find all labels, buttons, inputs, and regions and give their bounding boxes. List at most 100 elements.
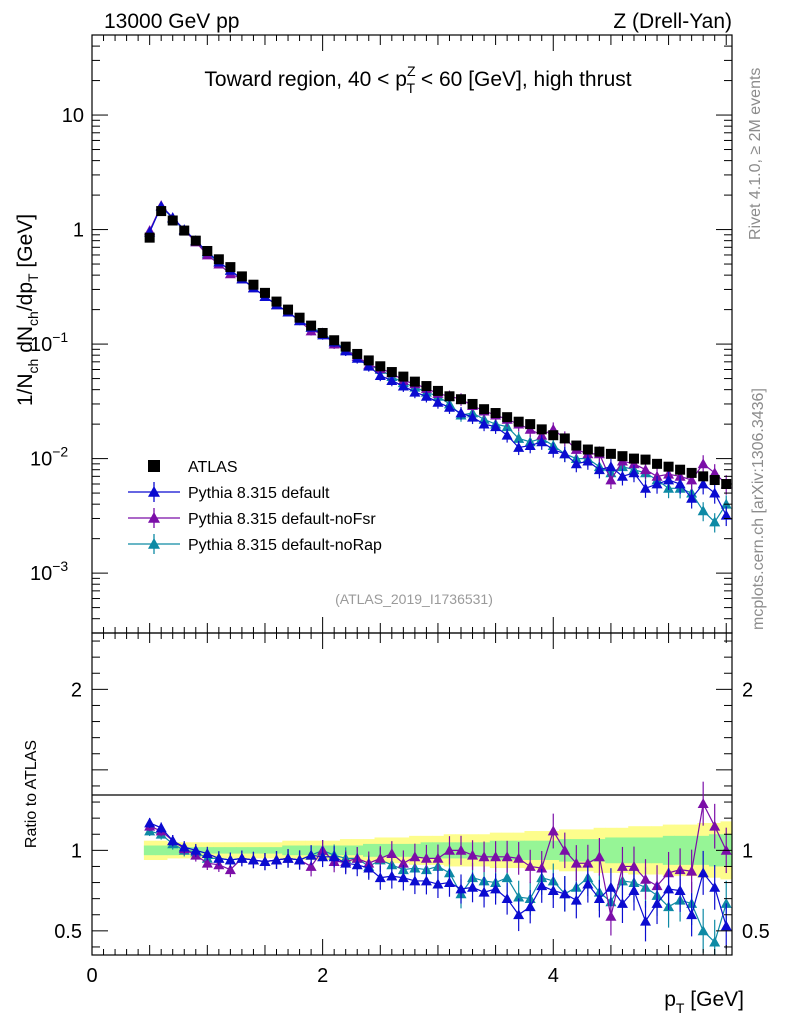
data-point-default [674, 478, 686, 489]
band-inner [662, 835, 675, 865]
data-point-atlas [363, 355, 374, 366]
data-point-atlas [248, 279, 259, 290]
ratio-point-noFsr [201, 857, 213, 868]
data-point-atlas [582, 444, 593, 455]
band-inner [708, 834, 721, 867]
ratio-point-default [178, 841, 190, 852]
series-noFsr [144, 200, 732, 495]
data-point-atlas [225, 262, 236, 273]
ratio-y-axis-label: Ratio to ATLAS [23, 740, 40, 848]
data-point-default [490, 421, 502, 432]
ratio-point-noFsr [467, 849, 479, 860]
main-panel: 10 1 10−1 10−2 10−3 Toward region, 40 < pZ T … [14, 34, 733, 634]
ratio-point-default [374, 872, 386, 883]
data-point-atlas [167, 215, 178, 226]
ratio-point-default [190, 844, 202, 855]
band-inner [651, 837, 664, 864]
legend-label: Pythia 8.315 default-noRap [188, 537, 382, 554]
data-point-default [513, 442, 525, 452]
data-point-default [720, 509, 732, 520]
ratio-point-default [455, 883, 467, 894]
legend-entry-data: ATLAS [148, 459, 238, 476]
data-point-default [570, 458, 582, 469]
data-point-atlas [663, 461, 674, 472]
band-inner [236, 847, 249, 854]
y-tick-label: 10−2 [30, 444, 68, 471]
data-point-atlas [490, 408, 501, 419]
data-point-default [467, 411, 479, 422]
ratio-y-tick-label-right: 1 [742, 840, 753, 862]
ratio-point-default [559, 888, 571, 899]
data-point-noFsr [709, 467, 721, 478]
ratio-y-tick-label-left: 2 [71, 679, 82, 701]
data-point-atlas [467, 398, 478, 409]
legend-marker [148, 460, 160, 472]
data-point-atlas [617, 451, 628, 462]
ratio-point-default [167, 835, 179, 846]
y-tick-label: 10 [62, 105, 84, 127]
data-point-atlas [386, 367, 397, 378]
ratio-point-default [478, 886, 490, 897]
data-point-default [582, 455, 594, 466]
legend-label: Pythia 8.315 default-noFsr [188, 511, 376, 528]
ratio-point-default [593, 893, 605, 904]
data-point-default [524, 440, 536, 450]
band-inner [213, 847, 226, 854]
data-point-atlas [375, 361, 386, 372]
data-point-default [628, 467, 640, 478]
ratio-point-noFsr [374, 852, 386, 863]
ratio-point-default [236, 852, 248, 863]
band-inner [247, 847, 260, 854]
ratio-y-tick-label-right: 0.5 [742, 921, 770, 943]
ratio-point-default [524, 901, 536, 912]
ratio-point-default [490, 883, 502, 894]
ratio-point-noRap [501, 872, 513, 883]
ratio-point-default [213, 852, 225, 863]
band-inner [293, 845, 306, 856]
ratio-point-default [697, 867, 709, 878]
data-point-atlas [144, 232, 155, 243]
ratio-point-noFsr [409, 851, 421, 862]
ratio-point-noFsr [709, 820, 721, 831]
legend: ATLAS Pythia 8.315 default Pythia 8.315 de… [128, 459, 382, 554]
data-point-atlas [236, 271, 247, 282]
data-point-default [640, 482, 652, 493]
data-point-default [616, 470, 628, 481]
ratio-point-default [467, 881, 479, 892]
data-point-atlas [179, 225, 190, 236]
ratio-point-default [328, 851, 340, 862]
data-point-noRap [709, 516, 721, 527]
ratio-point-noFsr [640, 873, 652, 884]
ratio-point-default [294, 854, 306, 865]
ratio-point-noRap [513, 891, 525, 902]
ratio-point-default [420, 875, 432, 886]
data-point-atlas [525, 419, 536, 430]
band-inner [224, 847, 237, 854]
ratio-point-noFsr [570, 857, 582, 868]
ratio-point-noFsr [524, 860, 536, 871]
data-point-default [501, 429, 513, 440]
series-data [144, 206, 732, 490]
ratio-point-default [201, 848, 213, 858]
ratio-point-default [144, 817, 156, 828]
band-inner [639, 837, 652, 864]
ratio-point-default [224, 854, 236, 865]
ratio-y-tick-label-left: 1 [71, 840, 82, 862]
data-point-atlas [652, 458, 663, 469]
energy-label: 13000 GeV pp [104, 10, 239, 33]
legend-entry-default: Pythia 8.315 default [128, 482, 330, 502]
data-point-atlas [709, 475, 720, 486]
data-point-atlas [294, 312, 305, 323]
ratio-frame [91, 632, 733, 956]
ratio-point-noFsr [478, 851, 490, 862]
data-point-default [605, 461, 617, 472]
data-point-default [593, 464, 605, 475]
band-inner [605, 837, 618, 864]
band-inner [362, 843, 376, 857]
ratio-point-noFsr [628, 860, 640, 871]
data-point-noFsr [651, 470, 663, 481]
data-point-default [397, 380, 409, 391]
legend-marker [148, 538, 160, 549]
data-point-atlas [271, 296, 282, 307]
ratio-point-default [271, 854, 283, 865]
